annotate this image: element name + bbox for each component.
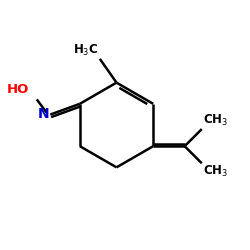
- Text: N: N: [38, 107, 49, 121]
- Text: CH$_3$: CH$_3$: [203, 164, 228, 179]
- Text: HO: HO: [7, 82, 30, 96]
- Text: H$_3$C: H$_3$C: [74, 42, 99, 58]
- Text: CH$_3$: CH$_3$: [203, 113, 228, 128]
